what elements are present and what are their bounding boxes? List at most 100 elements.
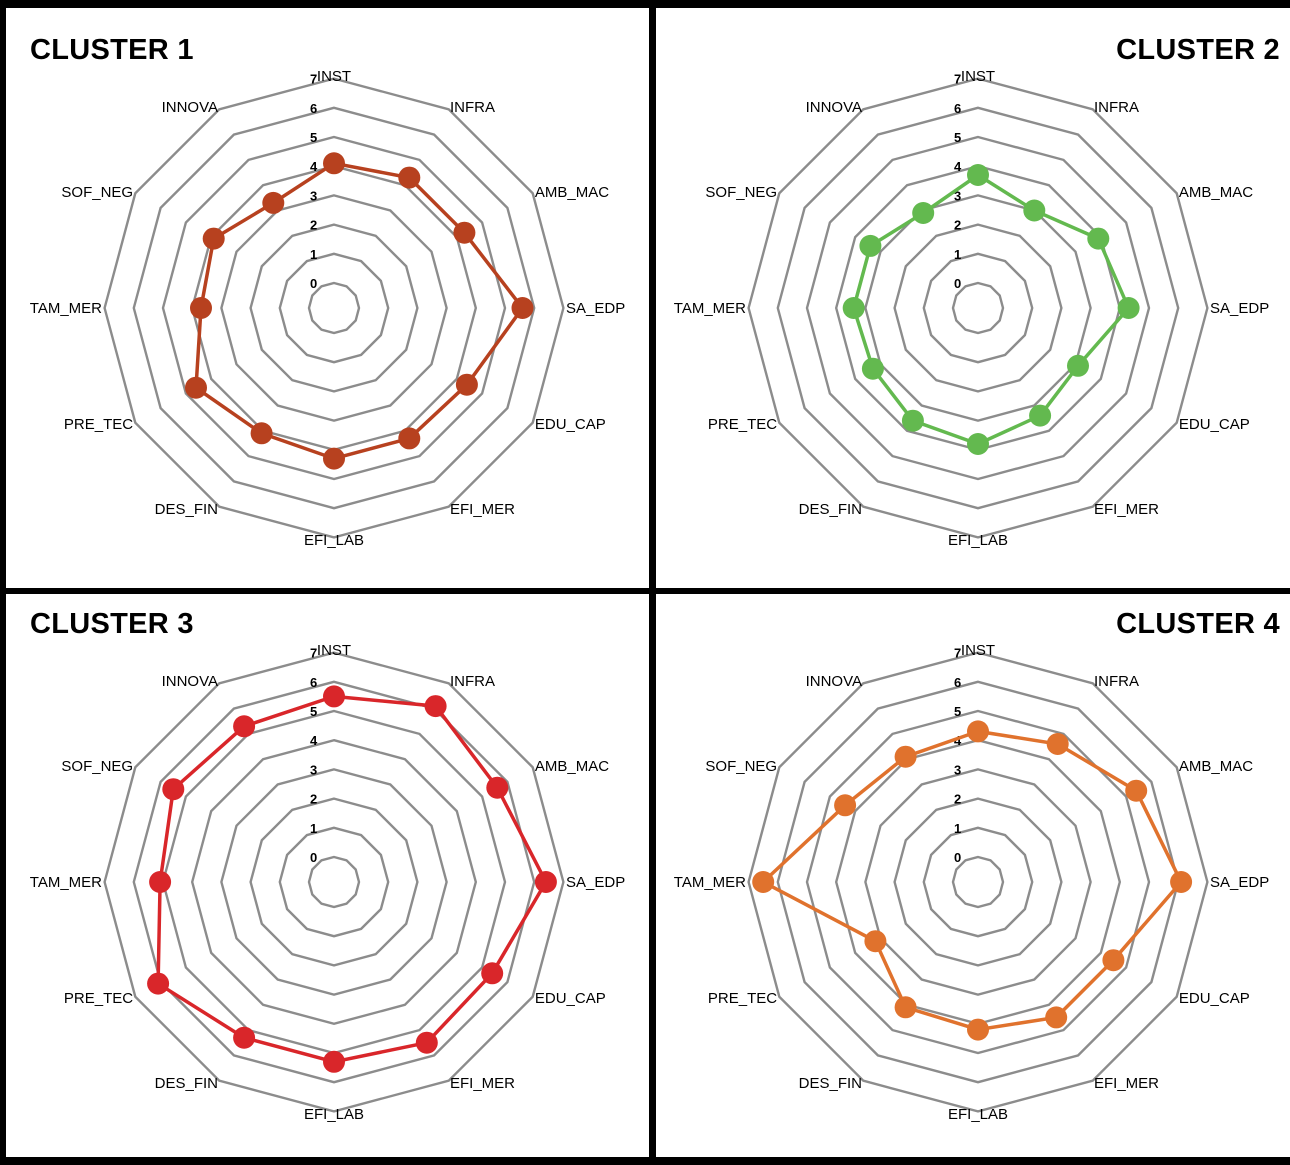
axis-label-inst: INST (961, 68, 995, 85)
cluster-4-radar: 0 1 2 3 4 5 6 7 INST INFRA AMB_MAC SA_EDP EDU_CAP EFI… (674, 642, 1269, 1123)
gridline-7 (747, 77, 1209, 539)
data-point-pre-tec (185, 376, 207, 399)
tick-label-5: 5 (310, 130, 317, 145)
radar-grid (747, 651, 1209, 1113)
tick-label-4: 4 (310, 159, 318, 174)
axis-label-innova: INNOVA (806, 673, 862, 690)
data-point-edu-cap (1102, 949, 1125, 972)
data-point-inst (967, 164, 989, 186)
axis-label-pre-tec: PRE_TEC (708, 990, 777, 1007)
data-point-pre-tec (147, 972, 170, 995)
tick-label-5: 5 (310, 704, 317, 719)
gridline-1 (278, 252, 390, 364)
axis-label-amb-mac: AMB_MAC (535, 758, 609, 775)
axis-label-sa-edp: SA_EDP (566, 300, 625, 317)
axis-label-tam-mer: TAM_MER (30, 874, 102, 891)
gridline-5 (161, 135, 507, 481)
gridline-6 (132, 106, 536, 510)
axis-label-sa-edp: SA_EDP (1210, 874, 1269, 891)
axis-label-efi-lab: EFI_LAB (304, 532, 364, 549)
gridline-0 (307, 855, 361, 909)
axis-label-des-fin: DES_FIN (155, 501, 218, 518)
tick-label-7: 7 (954, 72, 961, 87)
axis-label-efi-lab: EFI_LAB (948, 532, 1008, 549)
data-point-sof-neg (162, 778, 185, 801)
axis-label-innova: INNOVA (806, 99, 862, 116)
data-point-edu-cap (481, 962, 504, 985)
data-point-amb-mac (486, 776, 509, 799)
tick-label-1: 1 (954, 247, 961, 262)
cluster-3-radar: 0 1 2 3 4 5 6 7 INST INFRA AMB_MAC SA_EDP EDU_CAP EFI… (30, 642, 625, 1123)
data-point-pre-tec (864, 930, 887, 953)
data-point-sa-edp (1170, 871, 1193, 893)
tick-label-0: 0 (954, 276, 961, 291)
data-point-innova (912, 202, 935, 224)
data-point-des-fin (250, 422, 273, 445)
cluster-1-radar: 0 1 2 3 4 5 6 7 INST INFRA AMB_MAC SA_EDP EDU_CAP EFI… (30, 68, 625, 549)
axis-label-pre-tec: PRE_TEC (64, 990, 133, 1007)
data-point-infra (1023, 199, 1046, 222)
axis-label-sof-neg: SOF_NEG (705, 184, 777, 201)
axis-label-des-fin: DES_FIN (799, 501, 862, 518)
axis-label-edu-cap: EDU_CAP (535, 416, 606, 433)
tick-label-0: 0 (310, 276, 317, 291)
data-point-sa-edp (534, 871, 557, 893)
gridline-0 (951, 855, 1005, 909)
tick-label-3: 3 (954, 762, 961, 777)
gridline-4 (190, 738, 478, 1026)
gridline-6 (132, 680, 536, 1084)
data-point-efi-lab (967, 433, 989, 455)
axis-label-inst: INST (317, 642, 351, 659)
axis-label-amb-mac: AMB_MAC (1179, 184, 1253, 201)
tick-label-6: 6 (310, 675, 317, 690)
data-point-tam-mer (149, 871, 172, 893)
tick-label-3: 3 (954, 188, 961, 203)
cluster-4-title: CLUSTER 4 (1116, 608, 1280, 640)
data-point-des-fin (894, 996, 917, 1019)
axis-label-sa-edp: SA_EDP (1210, 300, 1269, 317)
axis-label-sof-neg: SOF_NEG (61, 184, 133, 201)
data-point-tam-mer (842, 297, 865, 319)
gridline-2 (893, 797, 1063, 967)
axis-label-sa-edp: SA_EDP (566, 874, 625, 891)
axis-label-inst: INST (317, 68, 351, 85)
cluster-2-title: CLUSTER 2 (1116, 34, 1280, 66)
axis-label-innova: INNOVA (162, 673, 218, 690)
gridline-7 (103, 77, 565, 539)
axis-label-efi-lab: EFI_LAB (948, 1106, 1008, 1123)
data-point-inst (967, 720, 989, 743)
series (147, 685, 557, 1073)
axis-label-amb-mac: AMB_MAC (1179, 758, 1253, 775)
axis-label-tam-mer: TAM_MER (674, 300, 746, 317)
tick-label-0: 0 (310, 850, 317, 865)
gridline-1 (922, 826, 1034, 938)
series-line (156, 694, 548, 1064)
data-point-tam-mer (752, 871, 775, 893)
gridline-0 (307, 281, 361, 335)
axis-label-efi-mer: EFI_MER (1094, 1075, 1159, 1092)
axis-label-efi-mer: EFI_MER (450, 1075, 515, 1092)
data-point-amb-mac (1125, 779, 1148, 802)
cluster-3-title: CLUSTER 3 (30, 608, 194, 640)
gridline-4 (834, 164, 1122, 452)
cluster-1-title: CLUSTER 1 (30, 34, 194, 66)
axis-label-des-fin: DES_FIN (155, 1075, 218, 1092)
axis-label-inst: INST (961, 642, 995, 659)
gridline-2 (249, 223, 419, 393)
gridline-2 (249, 797, 419, 967)
data-point-amb-mac (1087, 227, 1110, 250)
series (752, 720, 1193, 1041)
axis-label-infra: INFRA (1094, 673, 1139, 690)
gridline-2 (893, 223, 1063, 393)
axis-label-infra: INFRA (450, 99, 495, 116)
axis-label-innova: INNOVA (162, 99, 218, 116)
data-point-des-fin (233, 1026, 256, 1049)
gridline-4 (834, 738, 1122, 1026)
axis-label-infra: INFRA (1094, 99, 1139, 116)
axis-label-edu-cap: EDU_CAP (1179, 416, 1250, 433)
series (842, 164, 1140, 455)
cluster-1-panel: CLUSTER 1 0 1 2 3 4 5 6 7 INST INFRA AMB_MAC SA_EDP… (6, 8, 646, 583)
gridline-5 (161, 709, 507, 1055)
data-point-infra (424, 695, 447, 718)
